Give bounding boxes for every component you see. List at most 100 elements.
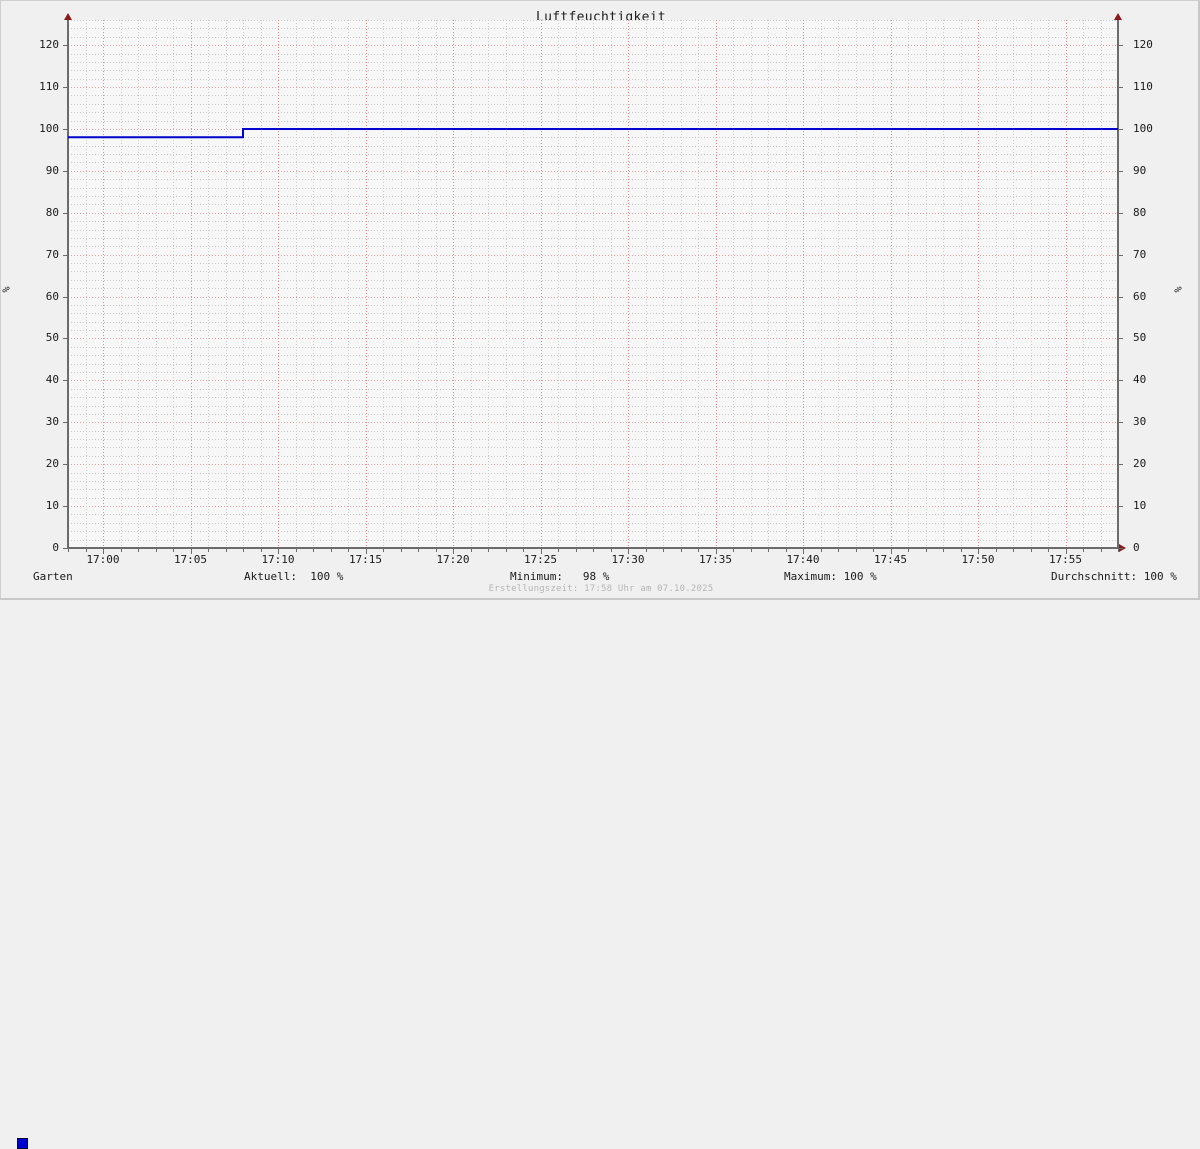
y-axis-left-arrow-icon (64, 13, 72, 20)
gridline-v-minor (488, 20, 489, 548)
y-tick-mark-right (1119, 548, 1123, 549)
x-tick-mark (1013, 549, 1014, 552)
x-tick-mark (768, 549, 769, 552)
x-tick-mark (401, 549, 402, 552)
y-tick-mark-right (1119, 422, 1123, 423)
x-tick-mark (593, 549, 594, 552)
y-tick-label-left: 50 (45, 331, 59, 345)
x-tick-label: 17:05 (173, 553, 208, 566)
y-tick-label-right: 100 (1133, 121, 1153, 135)
x-tick-mark (978, 549, 979, 554)
x-tick-mark (86, 549, 87, 552)
gridline-v-minor (838, 20, 839, 548)
y-tick-mark-right (1119, 380, 1123, 381)
gridline-v-major (1066, 20, 1067, 548)
y-tick-label-right: 0 (1133, 541, 1140, 554)
y-tick-mark-right (1119, 171, 1123, 172)
x-tick-mark (1101, 549, 1102, 552)
legend-swatch-garten (17, 1138, 28, 1149)
y-tick-mark-right (1119, 297, 1123, 298)
x-tick-mark (943, 549, 944, 552)
gridline-v-minor (1013, 20, 1014, 548)
y-tick-label-right: 80 (1133, 205, 1147, 219)
y-tick-mark-right (1119, 45, 1123, 46)
x-tick-label: 17:55 (1048, 553, 1083, 566)
gridline-v-minor (873, 20, 874, 548)
y-tick-mark-left (63, 213, 67, 214)
legend-stat-minimum: Minimum: 98 % (510, 570, 610, 583)
y-tick-label-right: 90 (1133, 163, 1147, 177)
y-tick-label-right: 10 (1133, 499, 1147, 513)
y-tick-mark-right (1119, 129, 1123, 130)
gridline-v-minor (261, 20, 262, 548)
y-tick-mark-right (1119, 464, 1123, 465)
y-tick-label-left: 0 (52, 541, 59, 554)
gridline-v-minor (313, 20, 314, 548)
gridline-v-minor (996, 20, 997, 548)
gridline-v-major (278, 20, 279, 548)
x-tick-mark (1048, 549, 1049, 552)
x-tick-mark (751, 549, 752, 552)
x-tick-mark (121, 549, 122, 552)
x-tick-label: 17:25 (523, 553, 558, 566)
x-tick-mark (996, 549, 997, 552)
x-tick-mark (611, 549, 612, 552)
x-tick-mark (156, 549, 157, 552)
x-tick-mark (191, 549, 192, 554)
series-garten (68, 20, 1118, 548)
gridline-v-minor (576, 20, 577, 548)
x-tick-mark (453, 549, 454, 554)
gridline-v-minor (138, 20, 139, 548)
gridline-v-major (803, 20, 804, 548)
gridline-v-minor (418, 20, 419, 548)
x-tick-mark (821, 549, 822, 552)
x-tick-mark (138, 549, 139, 552)
y-tick-mark-right (1119, 338, 1123, 339)
x-tick-mark (68, 549, 69, 552)
x-tick-mark (313, 549, 314, 552)
gridline-v-minor (663, 20, 664, 548)
gridline-v-minor (698, 20, 699, 548)
gridline-v-minor (1031, 20, 1032, 548)
gridline-v-minor (1083, 20, 1084, 548)
x-tick-mark (786, 549, 787, 552)
x-tick-label: 17:35 (698, 553, 733, 566)
x-tick-mark (348, 549, 349, 552)
gridline-v-minor (751, 20, 752, 548)
y-tick-label-left: 10 (45, 499, 59, 513)
gridline-v-minor (208, 20, 209, 548)
gridline-v-minor (121, 20, 122, 548)
y-tick-label-right: 60 (1133, 289, 1147, 303)
y-tick-label-left: 80 (45, 205, 59, 219)
gridline-v-major (978, 20, 979, 548)
y-tick-mark-right (1119, 255, 1123, 256)
gridline-v-minor (1101, 20, 1102, 548)
x-tick-mark (873, 549, 874, 552)
y-tick-label-left: 90 (45, 163, 59, 177)
legend-stat-maximum: Maximum: 100 % (784, 570, 877, 583)
x-tick-mark (681, 549, 682, 552)
legend-label-garten: Garten (33, 570, 73, 583)
y-axis-right (1117, 20, 1119, 548)
gridline-v-major (628, 20, 629, 548)
x-axis (67, 547, 1119, 549)
x-tick-label: 17:40 (786, 553, 820, 566)
gridline-v-minor (471, 20, 472, 548)
gridline-v-major (103, 20, 104, 548)
gridline-v-minor (383, 20, 384, 548)
y-tick-mark-right (1119, 506, 1123, 507)
gridline-v-minor (523, 20, 524, 548)
x-tick-mark (733, 549, 734, 552)
y-tick-label-right: 50 (1133, 331, 1147, 345)
y-tick-mark-left (63, 464, 67, 465)
gridline-v-minor (681, 20, 682, 548)
gridline-v-minor (786, 20, 787, 548)
y-tick-mark-left (63, 87, 67, 88)
gridline-v-minor (926, 20, 927, 548)
y-tick-mark-left (63, 45, 67, 46)
gridline-v-major (191, 20, 192, 548)
y-tick-mark-right (1119, 87, 1123, 88)
x-tick-mark (366, 549, 367, 554)
y-tick-label-right: 120 (1133, 38, 1153, 52)
x-tick-mark (418, 549, 419, 552)
